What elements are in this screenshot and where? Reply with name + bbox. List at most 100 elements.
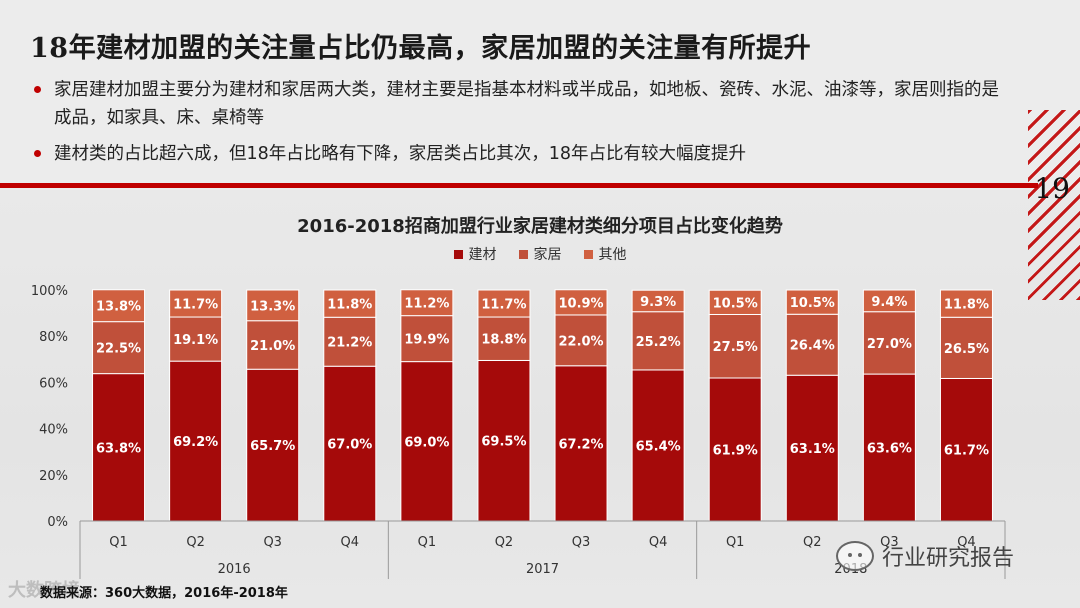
- bar-segment: [554, 314, 608, 367]
- data-source: 数据来源：360大数据，2016年-2018年: [40, 586, 288, 601]
- bar-segment: [92, 373, 146, 522]
- data-label: 27.0%: [867, 337, 912, 352]
- data-label: 13.3%: [250, 299, 295, 314]
- data-label: 63.6%: [867, 442, 912, 457]
- bar-segment: [862, 373, 916, 522]
- data-label: 26.5%: [944, 342, 989, 357]
- y-tick-label: 80%: [39, 330, 68, 345]
- watermark-left: 大数跨境: [8, 580, 80, 601]
- legend-item-qita: 其他: [583, 244, 627, 264]
- bar-segment: [246, 368, 300, 522]
- x-tick-label: Q1: [726, 535, 745, 550]
- group-label: 2017: [526, 562, 559, 577]
- data-label: 9.3%: [640, 295, 676, 310]
- bar-segment: [92, 289, 146, 323]
- x-tick-label: Q2: [495, 535, 514, 550]
- data-label: 11.8%: [944, 298, 989, 313]
- wechat-watermark: 行业研究报告: [836, 540, 1014, 572]
- x-tick-label: Q1: [109, 535, 128, 550]
- stacked-bar-chart: 0% 20% 40% 60% 80% 100% 63.8% 22.5% 13.8% 69.2% 19…: [31, 284, 1006, 579]
- x-tick-label: Q4: [957, 535, 976, 550]
- data-label: 63.8%: [96, 441, 141, 456]
- x-tick-label: Q3: [880, 535, 899, 550]
- legend-swatch-jiaju: [518, 249, 528, 259]
- legend-label: 家居: [533, 247, 562, 263]
- bar-segment: [631, 369, 685, 522]
- bullet-text: 家居建材加盟主要分为建材和家居两大类，建材主要是指基本材料或半成品，如地板、瓷砖…: [54, 80, 999, 128]
- data-label: 67.2%: [558, 437, 603, 452]
- bar-segment: [169, 289, 223, 318]
- bar-segment: [323, 316, 377, 367]
- red-divider: [0, 183, 1038, 188]
- data-label: 69.2%: [173, 435, 218, 450]
- x-tick-label: Q3: [572, 535, 591, 550]
- x-tick-label: Q2: [803, 535, 822, 550]
- data-label: 22.0%: [558, 334, 603, 349]
- bar-segment: [477, 289, 531, 318]
- legend-swatch-jiancai: [453, 249, 463, 259]
- bar-segment: [708, 313, 762, 379]
- data-label: 65.7%: [250, 439, 295, 454]
- legend-label: 其他: [598, 247, 627, 263]
- data-label: 65.4%: [636, 439, 681, 454]
- page-title: 18年建材加盟的关注量占比仍最高，家居加盟的关注量有所提升: [30, 33, 812, 64]
- bullet-dot-icon: [34, 150, 41, 157]
- bar-segment: [554, 365, 608, 522]
- data-label: 9.4%: [871, 295, 907, 310]
- data-label: 25.2%: [636, 335, 681, 350]
- bar-segment: [785, 313, 839, 376]
- data-label: 69.5%: [481, 435, 526, 450]
- data-label: 27.5%: [713, 340, 758, 355]
- bar-segment: [862, 311, 916, 375]
- chart-title: 2016-2018招商加盟行业家居建材类细分项目占比变化趋势: [297, 216, 783, 237]
- bar-segment: [400, 289, 454, 317]
- data-label: 10.5%: [713, 296, 758, 311]
- bar-segment: [246, 289, 300, 322]
- data-label: 26.4%: [790, 339, 835, 354]
- data-label: 67.0%: [327, 438, 372, 453]
- data-label: 11.7%: [481, 298, 526, 313]
- data-label: 22.5%: [96, 342, 141, 357]
- data-label: 61.7%: [944, 444, 989, 459]
- x-tick-label: Q4: [341, 535, 360, 550]
- group-label: 2016: [218, 562, 251, 577]
- y-tick-label: 0%: [47, 515, 68, 530]
- bar-segment: [477, 359, 531, 522]
- bar-segment: [939, 316, 993, 379]
- data-label: 61.9%: [713, 444, 758, 459]
- bar-segment: [554, 289, 608, 316]
- bullet-text: 建材类的占比超六成，但18年占比略有下降，家居类占比其次，18年占比有较大幅度提…: [54, 144, 747, 164]
- bar-segment: [631, 289, 685, 313]
- bar-segment: [939, 289, 993, 318]
- legend-item-jiaju: 家居: [518, 244, 562, 264]
- x-tick-label: Q3: [263, 535, 282, 550]
- bar-segment: [785, 289, 839, 315]
- watermark-right-text: 行业研究报告: [882, 546, 1015, 571]
- data-label: 63.1%: [790, 442, 835, 457]
- x-tick-label: Q2: [186, 535, 205, 550]
- data-label: 21.0%: [250, 339, 295, 354]
- data-label: 13.8%: [96, 300, 141, 315]
- bullet-item: 建材类的占比超六成，但18年占比略有下降，家居类占比其次，18年占比有较大幅度提…: [32, 140, 1012, 168]
- data-label: 18.8%: [481, 333, 526, 348]
- bar-segment: [246, 320, 300, 370]
- bar-segment: [862, 289, 916, 313]
- data-label: 19.9%: [404, 333, 449, 348]
- data-label: 10.9%: [558, 296, 603, 311]
- y-tick-label: 100%: [31, 284, 68, 299]
- bar-segment: [400, 361, 454, 522]
- wechat-icon: [836, 541, 874, 571]
- legend-swatch-qita: [583, 249, 593, 259]
- chart-legend: 建材 家居 其他: [0, 244, 1080, 264]
- data-label: 11.8%: [327, 298, 372, 313]
- data-label: 19.1%: [173, 333, 218, 348]
- legend-item-jiancai: 建材: [453, 244, 497, 264]
- bullet-item: 家居建材加盟主要分为建材和家居两大类，建材主要是指基本材料或半成品，如地板、瓷砖…: [32, 76, 1012, 132]
- legend-label: 建材: [468, 247, 497, 263]
- x-tick-label: Q1: [418, 535, 437, 550]
- page-number: 19: [1034, 172, 1070, 205]
- bar-segment: [477, 316, 531, 361]
- y-tick-label: 40%: [39, 423, 68, 438]
- data-label: 10.5%: [790, 296, 835, 311]
- bar-segment: [323, 289, 377, 318]
